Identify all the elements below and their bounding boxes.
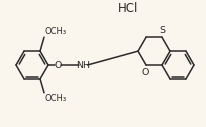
Text: S: S [158, 26, 164, 35]
Text: O: O [54, 60, 61, 69]
Text: NH: NH [76, 60, 90, 69]
Text: O: O [141, 67, 148, 76]
Text: OCH₃: OCH₃ [44, 94, 66, 103]
Text: OCH₃: OCH₃ [44, 27, 66, 36]
Text: HCl: HCl [117, 3, 138, 15]
